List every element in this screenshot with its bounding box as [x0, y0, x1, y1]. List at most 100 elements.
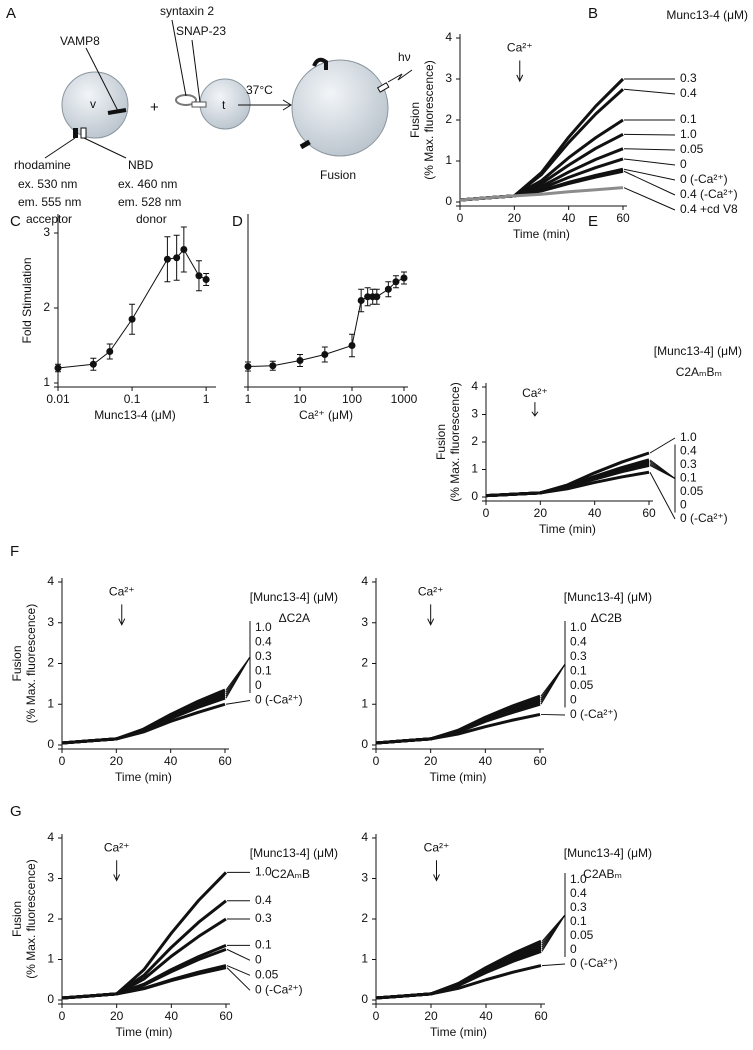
y-tick-label: 2	[47, 911, 54, 925]
series-label: 0 (-Ca²⁺)	[570, 956, 618, 970]
label: syntaxin 2	[160, 4, 214, 18]
series-label: 0.4	[255, 635, 272, 649]
curve	[61, 688, 226, 745]
point	[180, 246, 188, 253]
rhodamine-marker	[73, 128, 78, 138]
x-tick-label: 0	[373, 1009, 380, 1023]
x-tick-label: 40	[588, 506, 602, 520]
point	[244, 363, 252, 370]
label: t	[222, 98, 226, 112]
panel-subtitle: C2AₘBₘ	[676, 365, 722, 379]
label: acceptor	[26, 212, 72, 226]
nbd-marker	[80, 127, 87, 139]
annotation-arrow	[427, 604, 435, 626]
y-tick-label: 3	[43, 225, 50, 239]
y-tick-label: 1	[361, 696, 368, 710]
y-tick-label: 0	[445, 194, 452, 208]
y-tick-label: 3	[47, 871, 54, 885]
point	[202, 276, 210, 283]
y-tick-label: 3	[361, 615, 368, 629]
series-label: 0.4	[255, 893, 272, 907]
series-label: 0.3	[255, 649, 272, 663]
series-label: 0.05	[680, 142, 704, 156]
x-tick-label: 20	[508, 211, 522, 225]
leader	[191, 39, 201, 103]
curve	[375, 964, 542, 1000]
panel-subtitle: C2ABₘ	[583, 867, 622, 881]
leader-line	[540, 663, 566, 705]
axis	[244, 214, 408, 388]
axis	[54, 214, 216, 388]
point	[89, 360, 97, 368]
x-axis-label: Time (min)	[513, 227, 570, 241]
point	[163, 255, 171, 263]
x-tick-label: 0.1	[124, 392, 141, 406]
annotation: Ca²⁺	[507, 40, 533, 54]
nbd-marker	[376, 82, 390, 93]
leader-line	[623, 133, 676, 136]
x-tick-label: 20	[110, 1009, 124, 1023]
series-label: 0.4	[680, 444, 697, 458]
leader-line	[226, 965, 251, 976]
emission	[387, 69, 413, 83]
x-tick-label: 100	[342, 392, 362, 406]
curve	[485, 470, 650, 498]
y-tick-label: 2	[361, 911, 368, 925]
leader-line	[226, 948, 251, 961]
x-tick-label: 20	[534, 506, 548, 520]
annotation: Ca²⁺	[109, 584, 135, 598]
panel-subtitle: C2AₘB	[271, 867, 310, 881]
annotation: Ca²⁺	[522, 386, 548, 400]
leader-line	[540, 713, 566, 716]
point	[173, 254, 181, 262]
point	[373, 293, 381, 301]
y-tick-label: 3	[471, 407, 478, 421]
x-axis-label: Munc13-4 (μM)	[94, 408, 176, 422]
panel-letter: C	[10, 213, 21, 230]
leader-line	[623, 170, 676, 196]
x-axis-label: Ca²⁺ (μM)	[299, 408, 353, 422]
x-tick-label: 10	[293, 392, 307, 406]
axis	[372, 834, 545, 1005]
series-label: 0.05	[680, 484, 704, 498]
series-label: 0	[680, 157, 687, 171]
series-label: 0 (-Ca²⁺)	[255, 693, 303, 707]
series-label: 0.3	[680, 457, 697, 471]
series-label: 0.1	[255, 937, 272, 951]
x-axis-label: Time (min)	[116, 1025, 173, 1039]
leader-line	[226, 967, 251, 991]
leader-line	[623, 88, 676, 95]
y-axis-label: Fusion	[434, 424, 448, 460]
x-tick-label: 0	[59, 1009, 66, 1023]
label: em. 528 nm	[118, 195, 181, 209]
x-tick-label: 1	[203, 392, 210, 406]
y-tick-label: 1	[445, 153, 452, 167]
panel-letter: E	[588, 213, 598, 230]
label: em. 555 nm	[18, 195, 81, 209]
curve	[485, 459, 650, 498]
x-tick-label: 1	[245, 392, 252, 406]
x-tick-label: 0	[483, 506, 490, 520]
label: hν	[398, 50, 411, 64]
series-label: 0.3	[680, 71, 697, 85]
x-tick-label: 0.01	[46, 392, 70, 406]
y-axis-label: (% Max. fluorescence)	[422, 60, 436, 179]
panel-letter: B	[588, 5, 598, 22]
leader	[44, 137, 76, 159]
label: ex. 460 nm	[118, 177, 177, 191]
label: 37°C	[246, 83, 273, 97]
x-tick-label: 40	[562, 211, 576, 225]
y-axis-label: Fusion	[10, 901, 24, 937]
series-label: 0.4	[570, 635, 587, 649]
x-axis-label: Time (min)	[430, 1025, 487, 1039]
series-label: 0.1	[255, 664, 272, 678]
panel-subtitle: ΔC2B	[591, 611, 622, 625]
series-label: 0.3	[570, 900, 587, 914]
y-tick-label: 3	[445, 71, 452, 85]
y-tick-label: 2	[361, 656, 368, 670]
y-tick-label: 4	[361, 830, 368, 844]
point	[400, 274, 408, 282]
x-tick-label: 40	[479, 754, 493, 768]
